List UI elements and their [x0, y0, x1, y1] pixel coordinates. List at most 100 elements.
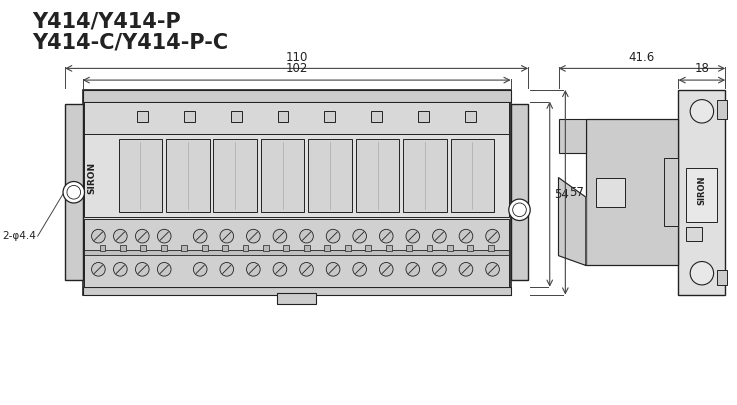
Text: 18: 18 — [694, 62, 709, 75]
Bar — [308, 139, 352, 212]
Bar — [222, 245, 228, 251]
Bar — [85, 134, 509, 217]
Bar — [284, 245, 290, 251]
Circle shape — [220, 229, 234, 243]
Text: 54: 54 — [553, 188, 568, 201]
Bar — [371, 111, 382, 122]
Bar — [120, 245, 126, 251]
Circle shape — [158, 262, 171, 276]
Bar — [447, 245, 453, 251]
Bar — [465, 111, 475, 122]
Bar — [686, 227, 702, 241]
Bar — [263, 245, 269, 251]
Bar — [214, 139, 257, 212]
Circle shape — [509, 199, 530, 221]
Bar — [85, 102, 509, 134]
Bar — [418, 111, 429, 122]
Circle shape — [273, 262, 287, 276]
Bar — [83, 90, 511, 102]
Bar — [231, 111, 242, 122]
Circle shape — [246, 229, 260, 243]
Circle shape — [380, 229, 393, 243]
Circle shape — [136, 262, 149, 276]
Circle shape — [246, 262, 260, 276]
Bar — [99, 245, 105, 251]
Bar — [83, 287, 511, 295]
Circle shape — [91, 229, 105, 243]
Circle shape — [433, 262, 446, 276]
Bar — [356, 139, 399, 212]
Bar — [450, 139, 494, 212]
Bar — [166, 139, 209, 212]
Bar — [595, 178, 625, 207]
Bar — [261, 139, 304, 212]
Bar — [679, 90, 725, 295]
Bar — [278, 111, 288, 122]
Bar — [304, 245, 310, 251]
Text: 41.6: 41.6 — [629, 51, 655, 64]
Bar — [686, 168, 718, 222]
Bar — [184, 111, 195, 122]
Circle shape — [486, 262, 500, 276]
Circle shape — [158, 229, 171, 243]
Bar — [242, 245, 248, 251]
Circle shape — [690, 100, 713, 123]
Bar — [366, 245, 371, 251]
Text: 110: 110 — [285, 51, 308, 64]
Bar — [718, 100, 727, 119]
Circle shape — [326, 229, 340, 243]
Bar — [385, 245, 391, 251]
Bar — [85, 219, 509, 287]
Circle shape — [486, 229, 500, 243]
Bar — [137, 111, 148, 122]
Circle shape — [300, 262, 313, 276]
Circle shape — [220, 262, 234, 276]
Bar — [467, 245, 473, 251]
Circle shape — [406, 262, 419, 276]
Circle shape — [63, 181, 85, 203]
Text: Y414/Y414-P: Y414/Y414-P — [32, 12, 181, 32]
Bar — [83, 90, 511, 295]
Circle shape — [113, 229, 128, 243]
Circle shape — [433, 229, 446, 243]
Bar — [324, 111, 335, 122]
Bar — [488, 245, 494, 251]
Bar — [559, 119, 586, 153]
Bar — [161, 245, 167, 251]
Bar — [406, 245, 412, 251]
Bar — [141, 245, 147, 251]
Bar — [276, 293, 315, 305]
Circle shape — [380, 262, 393, 276]
Circle shape — [193, 262, 207, 276]
Circle shape — [690, 262, 713, 285]
Polygon shape — [559, 178, 586, 265]
Circle shape — [353, 229, 366, 243]
Bar — [586, 119, 679, 265]
Bar — [119, 139, 162, 212]
Text: SIRON: SIRON — [88, 162, 97, 194]
Bar — [85, 250, 509, 255]
Bar — [427, 245, 433, 251]
Text: 2-φ4.4: 2-φ4.4 — [2, 231, 35, 241]
Circle shape — [406, 229, 419, 243]
Bar — [718, 270, 727, 285]
Circle shape — [136, 229, 149, 243]
Circle shape — [113, 262, 128, 276]
Bar — [65, 104, 83, 280]
Circle shape — [353, 262, 366, 276]
Circle shape — [326, 262, 340, 276]
Bar — [403, 139, 447, 212]
Text: 102: 102 — [285, 62, 308, 75]
Bar — [202, 245, 208, 251]
Circle shape — [91, 262, 105, 276]
Bar — [511, 104, 528, 280]
Bar — [345, 245, 351, 251]
Circle shape — [273, 229, 287, 243]
Text: 57: 57 — [569, 186, 584, 199]
Text: Y414-C/Y414-P-C: Y414-C/Y414-P-C — [32, 32, 228, 52]
Circle shape — [459, 262, 473, 276]
Circle shape — [300, 229, 313, 243]
Bar — [324, 245, 330, 251]
Circle shape — [193, 229, 207, 243]
Circle shape — [459, 229, 473, 243]
